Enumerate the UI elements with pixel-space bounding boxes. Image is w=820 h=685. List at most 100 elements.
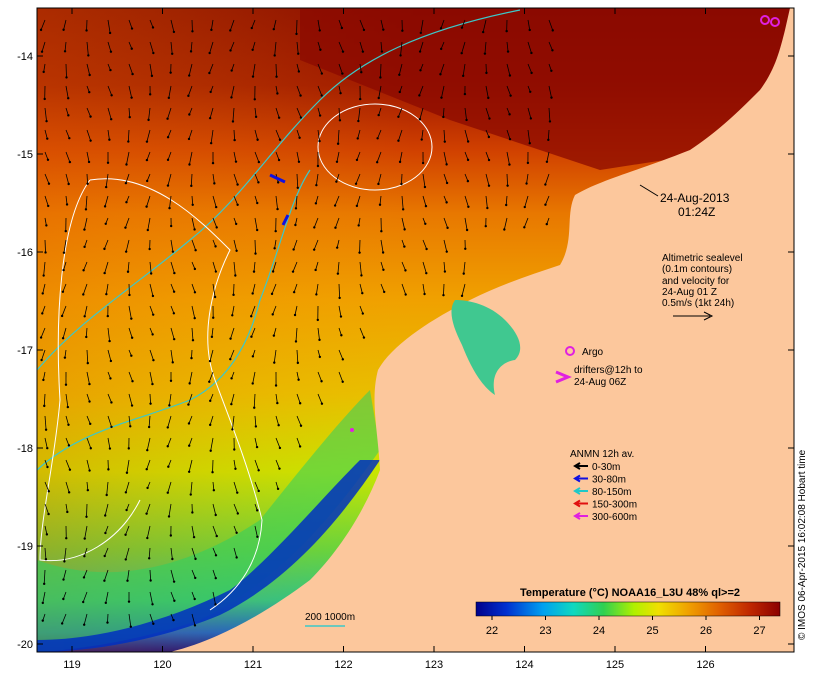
velocity-arrow-head bbox=[524, 206, 526, 208]
velocity-arrow-head bbox=[508, 163, 510, 165]
velocity-arrow-head bbox=[104, 205, 106, 207]
velocity-arrow bbox=[66, 64, 67, 77]
datetime-line1: 24-Aug-2013 bbox=[660, 191, 730, 205]
velocity-arrow-head bbox=[63, 251, 65, 253]
velocity-arrow-head bbox=[273, 361, 275, 363]
velocity-arrow-head bbox=[335, 180, 337, 182]
velocity-arrow-head bbox=[62, 578, 64, 580]
velocity-arrow-head bbox=[61, 622, 63, 624]
velocity-arrow-head bbox=[65, 76, 67, 78]
velocity-arrow-head bbox=[356, 205, 358, 207]
velocity-arrow-head bbox=[68, 444, 70, 446]
velocity-arrow-head bbox=[89, 423, 91, 425]
velocity-arrow-head bbox=[382, 251, 384, 253]
x-tick-label: 122 bbox=[334, 659, 352, 671]
velocity-arrow-head bbox=[172, 619, 174, 621]
velocity-arrow-head bbox=[167, 445, 169, 447]
velocity-arrow-head bbox=[62, 291, 64, 293]
velocity-arrow-head bbox=[166, 118, 168, 120]
velocity-arrow-head bbox=[103, 248, 105, 250]
velocity-arrow-head bbox=[42, 71, 44, 73]
velocity-arrow-head bbox=[550, 96, 552, 98]
velocity-arrow-head bbox=[216, 535, 218, 537]
velocity-arrow-head bbox=[360, 71, 362, 73]
velocity-arrow-head bbox=[194, 558, 196, 560]
velocity-arrow-head bbox=[321, 403, 323, 405]
velocity-arrow-head bbox=[464, 93, 466, 95]
datetime-line2: 01:24Z bbox=[678, 205, 715, 219]
velocity-arrow-head bbox=[152, 52, 154, 54]
y-tick-label: -16 bbox=[17, 247, 33, 259]
velocity-arrow-head bbox=[187, 95, 189, 97]
velocity-arrow-head bbox=[84, 537, 86, 539]
velocity-arrow-head bbox=[66, 511, 68, 513]
velocity-arrow-head bbox=[256, 536, 258, 538]
velocity-arrow-head bbox=[404, 269, 406, 271]
velocity-arrow-head bbox=[376, 161, 378, 163]
velocity-arrow-head bbox=[318, 140, 320, 142]
velocity-arrow-head bbox=[419, 50, 421, 52]
velocity-arrow-head bbox=[275, 384, 277, 386]
velocity-arrow-head bbox=[357, 224, 359, 226]
velocity-arrow-head bbox=[108, 139, 110, 141]
velocity-arrow-head bbox=[148, 248, 150, 250]
velocity-arrow-head bbox=[295, 33, 297, 35]
velocity-arrow-head bbox=[88, 74, 90, 76]
velocity-arrow-head bbox=[382, 269, 384, 271]
velocity-arrow-head bbox=[83, 576, 85, 578]
velocity-arrow-head bbox=[126, 472, 128, 474]
velocity-arrow-head bbox=[293, 291, 295, 293]
velocity-arrow-head bbox=[252, 355, 254, 357]
velocity-arrow-head bbox=[188, 471, 190, 473]
velocity-arrow-head bbox=[209, 424, 211, 426]
velocity-arrow-head bbox=[168, 207, 170, 209]
velocity-arrow-head bbox=[193, 228, 195, 230]
velocity-arrow bbox=[443, 284, 444, 295]
velocity-arrow-head bbox=[172, 361, 174, 363]
velocity-arrow-head bbox=[229, 358, 231, 360]
colorbar-tick-label: 24 bbox=[593, 625, 605, 637]
velocity-arrow-head bbox=[191, 30, 193, 32]
velocity-arrow-head bbox=[446, 250, 448, 252]
colorbar-title: Temperature (°C) NOAA16_L3U 48% ql>=2 bbox=[520, 587, 740, 599]
velocity-arrow-head bbox=[298, 70, 300, 72]
velocity-arrow-head bbox=[509, 138, 511, 140]
velocity-arrow-head bbox=[194, 268, 196, 270]
velocity-arrow-head bbox=[190, 50, 192, 52]
velocity-arrow-head bbox=[86, 183, 88, 185]
velocity-arrow-head bbox=[67, 183, 69, 185]
velocity-arrow-head bbox=[212, 317, 214, 319]
velocity-arrow-head bbox=[359, 98, 361, 100]
velocity-arrow-head bbox=[85, 208, 87, 210]
velocity-arrow-head bbox=[125, 491, 127, 493]
velocity-arrow-head bbox=[503, 228, 505, 230]
velocity-arrow-head bbox=[462, 75, 464, 77]
velocity-arrow-head bbox=[273, 54, 275, 56]
velocity-arrow-head bbox=[314, 269, 316, 271]
velocity-arrow-head bbox=[103, 579, 105, 581]
velocity-arrow-head bbox=[109, 447, 111, 449]
velocity-arrow-head bbox=[90, 447, 92, 449]
velocity-arrow-head bbox=[146, 159, 148, 161]
velocity-arrow-head bbox=[319, 114, 321, 116]
velocity-arrow-head bbox=[297, 52, 299, 54]
velocity-arrow-head bbox=[362, 50, 364, 52]
velocity-arrow-head bbox=[167, 184, 169, 186]
velocity-arrow-head bbox=[152, 313, 154, 315]
velocity-arrow-head bbox=[319, 356, 321, 358]
velocity-arrow-head bbox=[209, 91, 211, 93]
velocity-arrow-head bbox=[148, 426, 150, 428]
velocity-arrow-head bbox=[63, 560, 65, 562]
velocity-arrow-head bbox=[379, 76, 381, 78]
velocity-arrow-head bbox=[167, 136, 169, 138]
velocity-arrow-head bbox=[424, 223, 426, 225]
x-tick-label: 125 bbox=[606, 659, 624, 671]
y-tick-label: -20 bbox=[17, 639, 33, 651]
velocity-arrow-head bbox=[236, 491, 238, 493]
velocity-arrow-head bbox=[152, 359, 154, 361]
credit-text: © IMOS 06-Apr-2015 16:02:08 Hobart time bbox=[797, 450, 808, 640]
velocity-arrow-head bbox=[69, 161, 71, 163]
velocity-arrow-head bbox=[321, 72, 323, 74]
velocity-arrow-head bbox=[398, 74, 400, 76]
x-tick-label: 123 bbox=[425, 659, 443, 671]
